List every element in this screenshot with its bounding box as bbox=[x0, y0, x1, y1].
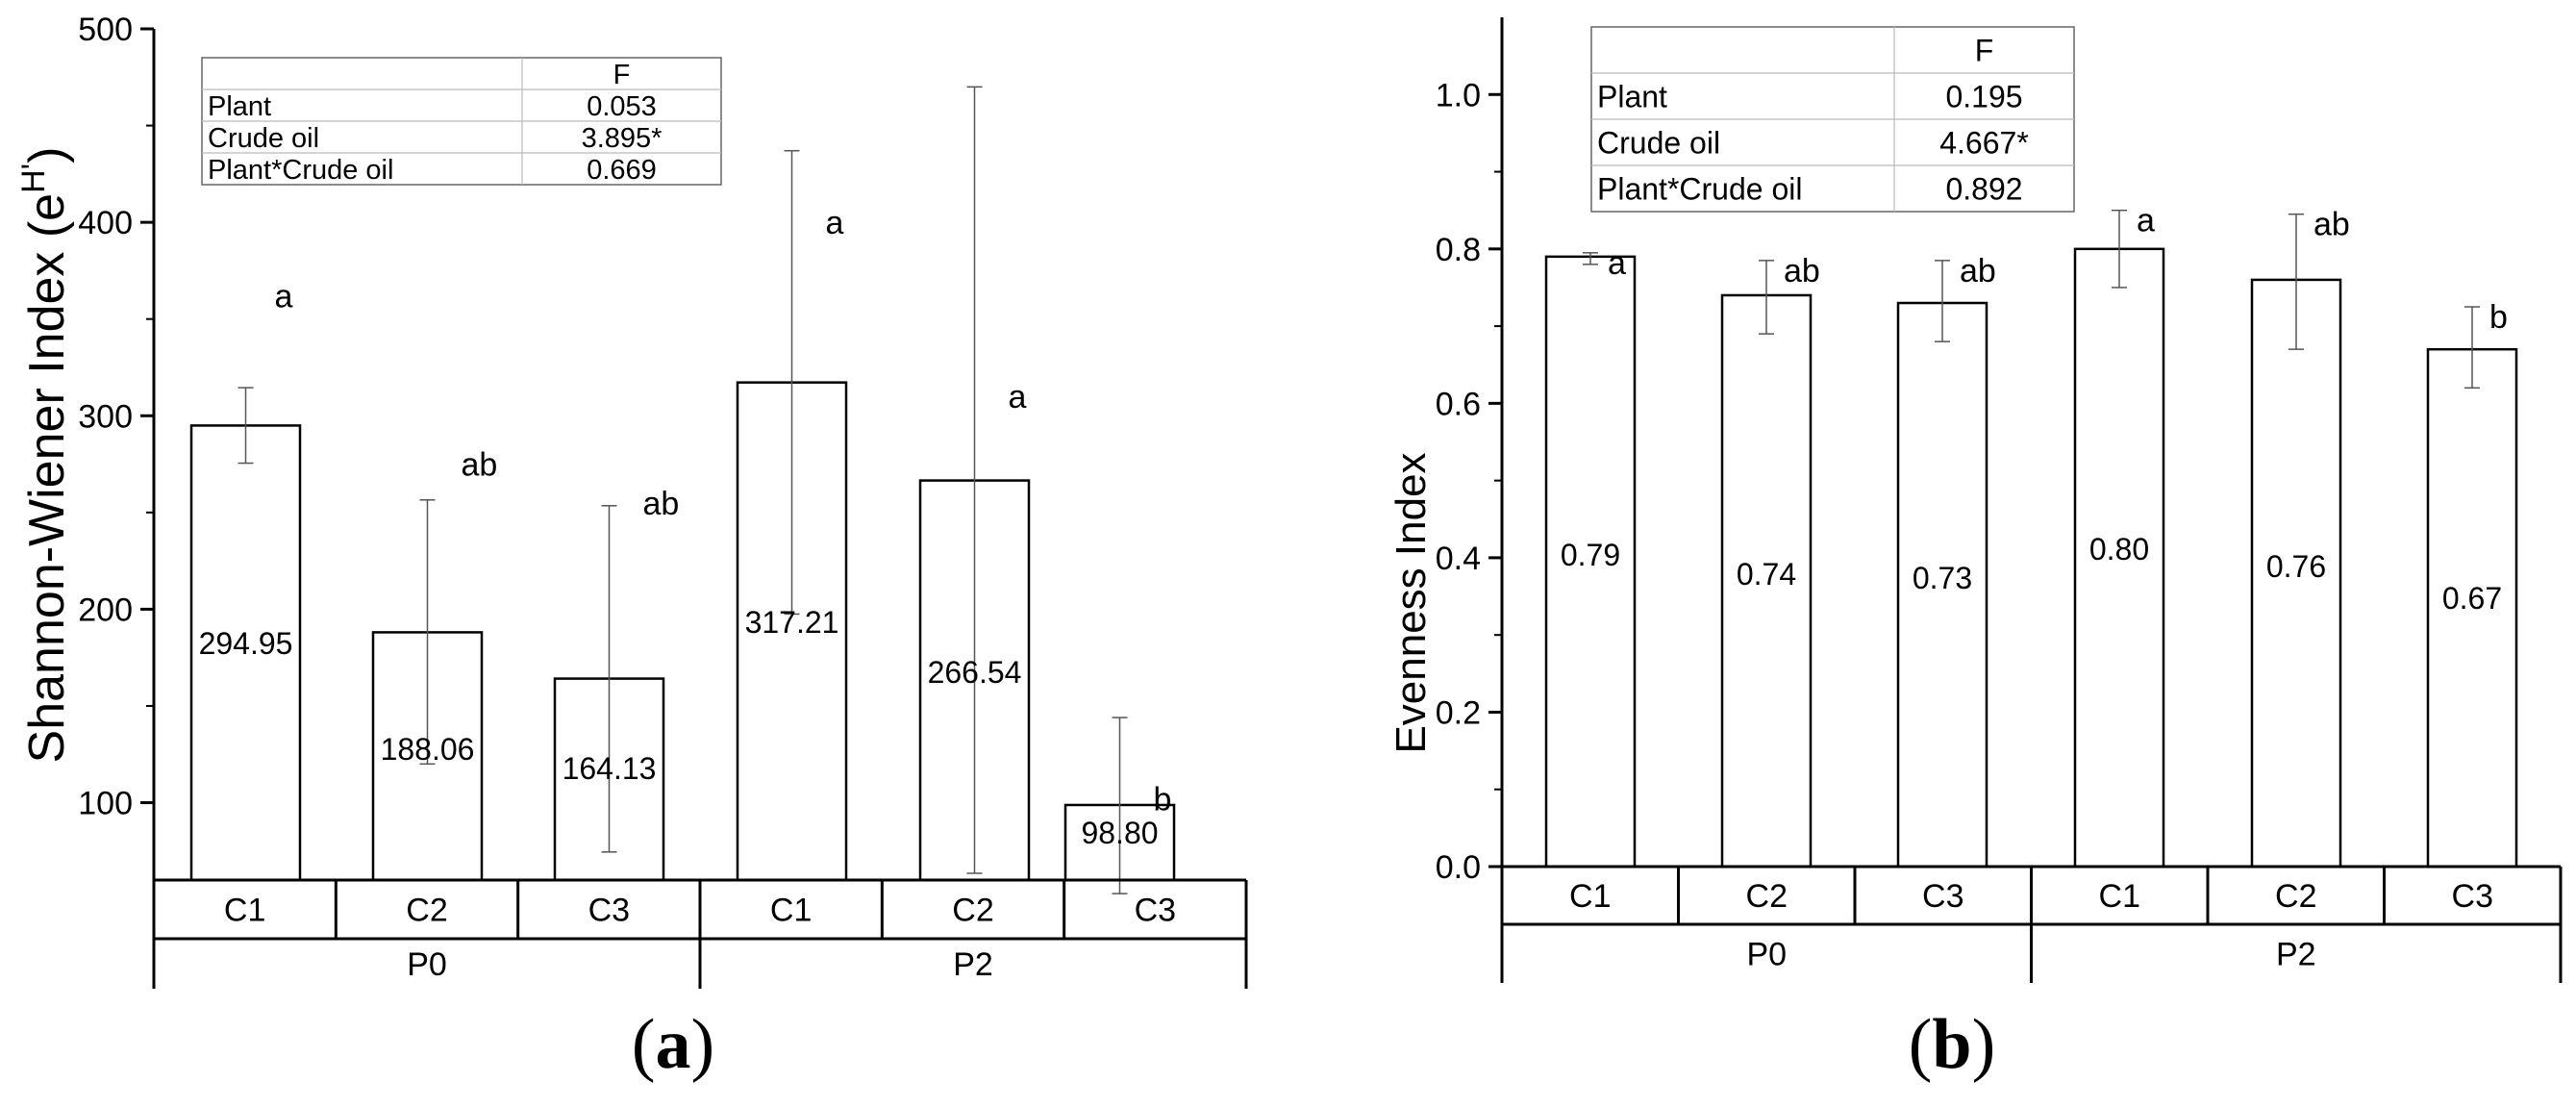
bar bbox=[2073, 247, 2165, 869]
x-group-label: P2 bbox=[2276, 937, 2316, 973]
x-category-label: C3 bbox=[1135, 893, 1176, 929]
x-category-label: C3 bbox=[588, 893, 630, 929]
y-axis-title-main: Shannon-Wiener Index (e bbox=[19, 193, 75, 764]
x-category-label: C3 bbox=[1922, 878, 1963, 915]
panel-a-shannon-wiener-chart: 100 200 300 400 500 Shannon-Wiener Index (eH'… bbox=[15, 12, 1248, 1084]
anova-factor-label: Plant*Crude oil bbox=[1597, 172, 1802, 207]
anova-f-value: 4.667* bbox=[1939, 126, 2029, 161]
significance-letter: ab bbox=[1784, 253, 1820, 290]
anova-header-f: F bbox=[1975, 34, 1994, 68]
significance-letter: ab bbox=[2313, 207, 2350, 243]
x-group-label: P0 bbox=[1746, 937, 1787, 973]
anova-f-value: 0.053 bbox=[587, 91, 657, 122]
y-tick-label: 300 bbox=[78, 398, 133, 435]
panel-label: (b) bbox=[1909, 1005, 1995, 1084]
data-label: 0.76 bbox=[2266, 549, 2326, 584]
y-tick-label: 200 bbox=[78, 592, 133, 628]
bar bbox=[1720, 293, 1813, 869]
data-label: 0.67 bbox=[2442, 581, 2502, 616]
significance-letter: ab bbox=[643, 486, 680, 522]
x-category-label: C2 bbox=[406, 893, 447, 929]
significance-letter: b bbox=[1154, 782, 1172, 818]
significance-letter: a bbox=[1608, 245, 1626, 282]
x-group-label: P0 bbox=[407, 946, 447, 983]
anova-f-value: 0.892 bbox=[1945, 172, 2022, 207]
anova-header-f: F bbox=[613, 60, 631, 90]
anova-factor-label: Crude oil bbox=[1597, 126, 1720, 161]
data-label: 294.95 bbox=[199, 626, 293, 661]
x-category-label: C1 bbox=[770, 893, 812, 929]
panel-label-open-paren: ( bbox=[1909, 1005, 1933, 1084]
anova-factor-label: Plant bbox=[1597, 80, 1667, 114]
anova-table: F Plant 0.195 Crude oil 4.667* Plant*Crude oi… bbox=[1590, 26, 2075, 213]
significance-letter: a bbox=[826, 205, 844, 241]
data-label: 164.13 bbox=[563, 751, 657, 786]
data-label: 0.79 bbox=[1561, 538, 1620, 572]
data-label: 0.80 bbox=[2089, 532, 2149, 567]
bar bbox=[2250, 278, 2342, 869]
panel-label-close-paren: ) bbox=[1972, 1005, 1996, 1084]
data-label: 98.80 bbox=[1081, 816, 1158, 850]
panel-label-open-paren: ( bbox=[632, 1005, 656, 1084]
data-label: 0.74 bbox=[1737, 557, 1796, 592]
significance-letter: a bbox=[275, 279, 293, 315]
significance-letter: a bbox=[1009, 379, 1027, 416]
significance-letter: ab bbox=[462, 447, 498, 484]
panel-b-evenness-chart: 0.0 0.2 0.4 0.6 0.8 1.0 Evenness Index 0.79 a 0.7… bbox=[1388, 17, 2563, 1084]
anova-table: F Plant 0.053 Crude oil 3.895* Plant*Crude oi… bbox=[201, 57, 722, 186]
panel-label: (a) bbox=[632, 1005, 714, 1084]
y-tick-label: 0.0 bbox=[1436, 849, 1481, 886]
x-group-label: P2 bbox=[953, 946, 993, 983]
significance-letter: ab bbox=[1960, 253, 1996, 290]
panel-label-letter: a bbox=[656, 1005, 691, 1084]
data-label: 317.21 bbox=[745, 605, 839, 640]
anova-factor-label: Crude oil bbox=[208, 123, 319, 154]
significance-letter: b bbox=[2489, 299, 2508, 336]
significance-letter: a bbox=[2137, 203, 2155, 239]
x-category-label: C1 bbox=[2099, 878, 2140, 915]
anova-f-value: 3.895* bbox=[582, 123, 663, 154]
anova-factor-label: Plant bbox=[208, 91, 271, 122]
y-tick-label: 400 bbox=[78, 205, 133, 241]
data-label: 0.73 bbox=[1913, 561, 1972, 595]
y-axis-title: Evenness Index bbox=[1388, 452, 1435, 753]
y-tick-label: 0.8 bbox=[1436, 232, 1481, 268]
y-tick-label: 0.2 bbox=[1436, 694, 1481, 731]
anova-f-value: 0.669 bbox=[587, 155, 657, 186]
y-tick-label: 0.6 bbox=[1436, 386, 1481, 422]
bar bbox=[2426, 347, 2518, 869]
y-axis-title-superscript: H' bbox=[15, 164, 52, 193]
x-category-label: C1 bbox=[224, 893, 265, 929]
data-label: 266.54 bbox=[928, 655, 1022, 690]
y-tick-label: 500 bbox=[78, 12, 133, 48]
x-category-label: C2 bbox=[952, 893, 993, 929]
y-tick-label: 0.4 bbox=[1436, 541, 1481, 577]
bar bbox=[1544, 255, 1637, 869]
data-label: 188.06 bbox=[381, 732, 475, 767]
x-category-label: C2 bbox=[2275, 878, 2316, 915]
y-tick-label: 100 bbox=[78, 786, 133, 822]
panel-label-letter: b bbox=[1932, 1005, 1971, 1084]
y-axis-title: Shannon-Wiener Index (eH') bbox=[15, 147, 75, 764]
x-category-label: C2 bbox=[1746, 878, 1788, 915]
anova-factor-label: Plant*Crude oil bbox=[208, 155, 393, 186]
x-category-label: C1 bbox=[1569, 878, 1611, 915]
anova-f-value: 0.195 bbox=[1945, 80, 2022, 114]
x-category-label: C3 bbox=[2452, 878, 2493, 915]
y-tick-label: 1.0 bbox=[1436, 77, 1481, 113]
y-axis-title-close: ) bbox=[19, 147, 75, 164]
panel-label-close-paren: ) bbox=[691, 1005, 715, 1084]
